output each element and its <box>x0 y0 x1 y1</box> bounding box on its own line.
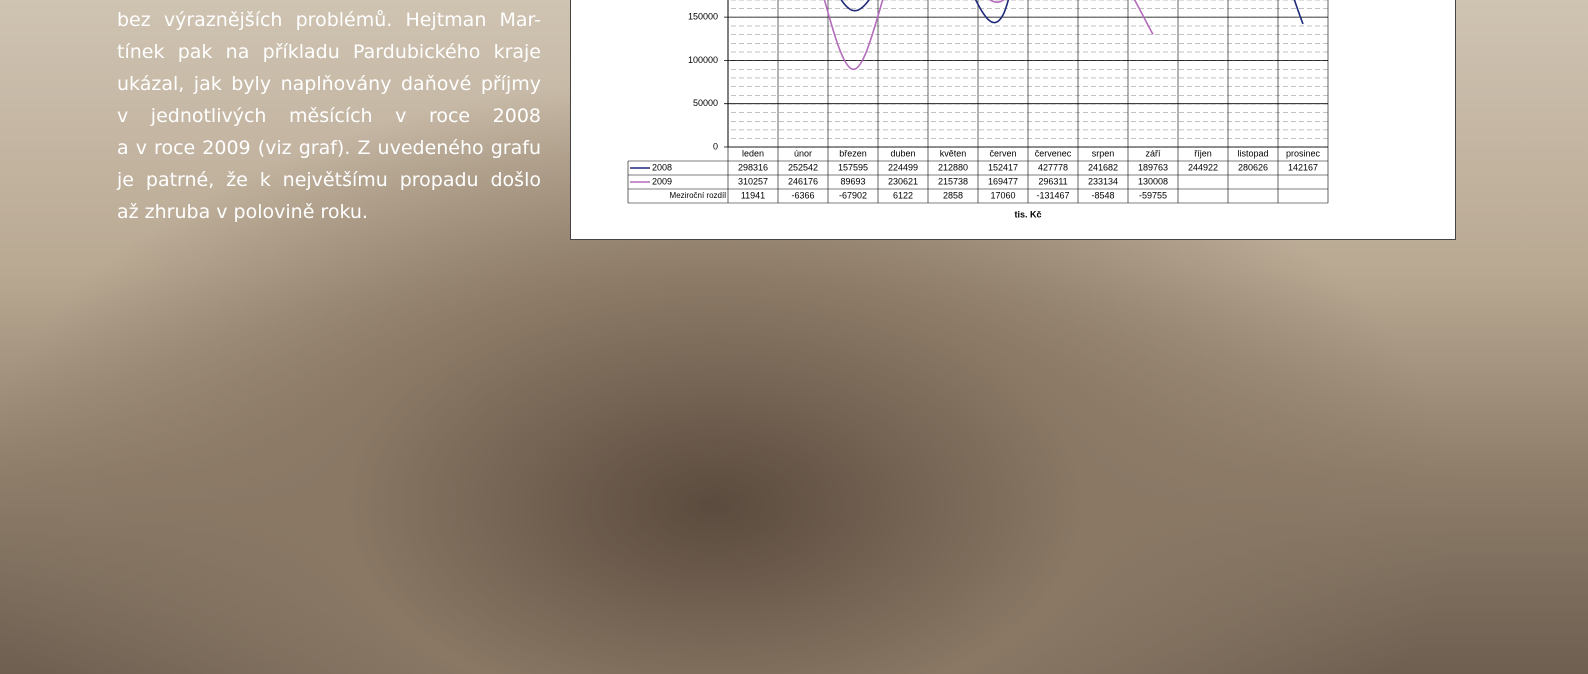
legend-label: 2008 <box>652 162 672 172</box>
table-value: 244922 <box>1188 162 1218 172</box>
text-line: bez výraznějších problémů. Hejtman Mar- <box>117 4 541 36</box>
table-value: 152417 <box>988 162 1018 172</box>
table-value: -67902 <box>839 190 867 200</box>
x-tick-label: prosinec <box>1286 148 1321 158</box>
x-tick-label: červen <box>989 148 1016 158</box>
table-value: 298316 <box>738 162 768 172</box>
x-axis-label: tis. Kč <box>1014 209 1041 219</box>
table-value: -59755 <box>1139 190 1167 200</box>
table-value: 224499 <box>888 162 918 172</box>
table-value: 6122 <box>893 190 913 200</box>
text-line: ukázal, jak byly naplňovány daňové příjm… <box>117 68 541 100</box>
table-value: 296311 <box>1038 176 1067 186</box>
y-tick-label: 150000 <box>688 11 718 21</box>
table-value: -131467 <box>1036 190 1069 200</box>
x-tick-label: listopad <box>1237 148 1268 158</box>
text-line: tínek pak na příkladu Pardubického kraje <box>117 36 541 68</box>
table-value: 246176 <box>788 176 818 186</box>
legend-label: 2009 <box>652 176 672 186</box>
text-line: a v roce 2009 (viz graf). Z uvedeného gr… <box>117 132 541 164</box>
chart: 0 50000 100000 150000 leden únor březen duben kv… <box>571 0 1455 239</box>
table-value: 215738 <box>938 176 968 186</box>
table-value: 310257 <box>738 176 768 186</box>
table-value: 241682 <box>1088 162 1118 172</box>
x-tick-label: leden <box>742 148 764 158</box>
text-line: až zhruba v polovině roku. <box>117 196 541 228</box>
table-value: 17060 <box>990 190 1015 200</box>
table-value: 157595 <box>838 162 868 172</box>
x-tick-label: srpen <box>1092 148 1115 158</box>
table-value: -8548 <box>1091 190 1114 200</box>
x-tick-label: březen <box>839 148 867 158</box>
table-value: 233134 <box>1088 176 1118 186</box>
table-value: 169477 <box>988 176 1018 186</box>
text-line: je patrné, že k největšímu propadu došlo <box>117 164 541 196</box>
y-tick-label: 50000 <box>693 98 718 108</box>
x-tick-label: říjen <box>1194 148 1212 158</box>
table-value: 280626 <box>1238 162 1268 172</box>
table-value: 2858 <box>943 190 963 200</box>
table-value: 252542 <box>788 162 818 172</box>
x-tick-label: duben <box>890 148 915 158</box>
table-value: 130008 <box>1138 176 1168 186</box>
table-value: -6366 <box>791 190 814 200</box>
x-tick-label: únor <box>794 148 812 158</box>
x-tick-label: září <box>1145 148 1161 158</box>
table-value: 189763 <box>1138 162 1168 172</box>
table-value: 11941 <box>741 190 765 200</box>
table-row-label: Meziroční rozdíl <box>670 191 727 200</box>
table-value: 89693 <box>840 176 865 186</box>
x-tick-label: květen <box>940 148 967 158</box>
table-value: 212880 <box>938 162 968 172</box>
table-value: 142167 <box>1288 162 1318 172</box>
x-tick-label: červenec <box>1035 148 1072 158</box>
y-tick-label: 0 <box>713 141 718 151</box>
text-line: v jednotlivých měsících v roce 2008 <box>117 100 541 132</box>
y-tick-label: 100000 <box>688 55 718 65</box>
table-value: 230621 <box>888 176 918 186</box>
page: bez výraznějších problémů. Hejtman Mar-t… <box>0 0 1588 674</box>
chart-box: 0 50000 100000 150000 leden únor březen duben kv… <box>570 0 1456 240</box>
table-value: 427778 <box>1038 162 1068 172</box>
article-text: bez výraznějších problémů. Hejtman Mar-t… <box>117 4 541 228</box>
